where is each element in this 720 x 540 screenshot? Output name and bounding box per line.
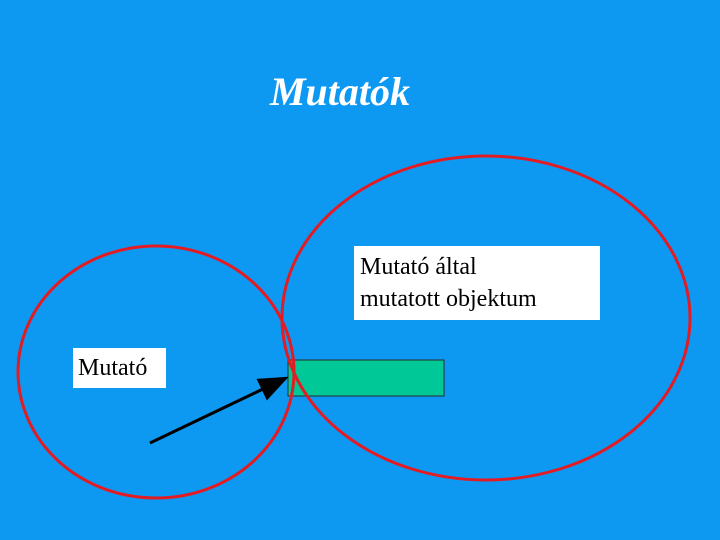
object-region-circle	[280, 154, 692, 482]
pointer-label-box: Mutató	[73, 348, 166, 388]
pointer-label: Mutató	[78, 355, 148, 381]
object-label-line2: mutatott objektum	[360, 286, 537, 312]
pointer-arrow	[149, 376, 289, 445]
slide-title: Mutatók	[269, 69, 411, 114]
object-label-line1: Mutató által	[360, 254, 477, 280]
pointed-object-rect	[287, 359, 445, 397]
object-label-box: Mutató által mutatott objektum	[354, 246, 600, 320]
